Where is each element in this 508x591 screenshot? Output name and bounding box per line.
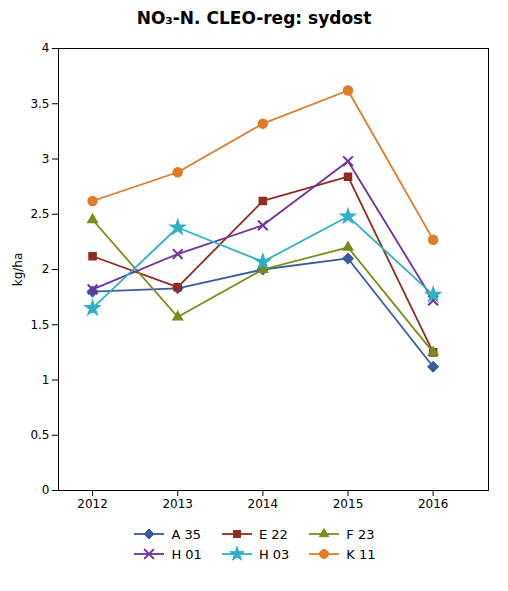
html-text:H 03: H 03 bbox=[258, 546, 290, 562]
svg-text:0: 0 bbox=[42, 483, 50, 497]
svg-text:0.5: 0.5 bbox=[30, 428, 49, 442]
svg-text:2013: 2013 bbox=[162, 497, 193, 511]
html-text:H 01: H 01 bbox=[171, 546, 202, 562]
svg-text:4: 4 bbox=[42, 41, 50, 55]
html-text:F 23: F 23 bbox=[346, 526, 375, 542]
svg-text:kg/ha: kg/ha bbox=[11, 253, 25, 287]
svg-text:3.5: 3.5 bbox=[30, 97, 49, 111]
svg-text:2012: 2012 bbox=[77, 497, 108, 511]
svg-text:2016: 2016 bbox=[418, 497, 449, 511]
html-text:E 22: E 22 bbox=[258, 526, 288, 542]
html-text:A 35: A 35 bbox=[171, 526, 201, 542]
svg-text:1: 1 bbox=[42, 373, 50, 387]
html-text:NO₃-N. CLEO-reg: sydost: NO₃-N. CLEO-reg: sydost bbox=[136, 8, 372, 28]
svg-text:1.5: 1.5 bbox=[30, 318, 49, 332]
svg-text:2014: 2014 bbox=[248, 497, 279, 511]
svg-text:2.5: 2.5 bbox=[30, 207, 49, 221]
html-text:K 11: K 11 bbox=[346, 546, 376, 562]
svg-text:2: 2 bbox=[42, 262, 50, 276]
svg-text:3: 3 bbox=[42, 152, 50, 166]
svg-text:2015: 2015 bbox=[333, 497, 364, 511]
